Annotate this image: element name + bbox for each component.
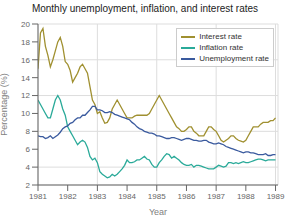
svg-text:1987: 1987	[207, 192, 225, 201]
html-text:Monthly unemployment, inflatio: Monthly unemployment, inflation, and int…	[31, 3, 259, 14]
svg-text:1984: 1984	[118, 192, 136, 201]
svg-text:10: 10	[21, 109, 30, 118]
svg-text:8: 8	[26, 127, 31, 136]
svg-text:1981: 1981	[29, 192, 47, 201]
svg-text:Percentage (%): Percentage (%)	[8, 73, 9, 136]
svg-text:6: 6	[26, 145, 31, 154]
svg-text:1988: 1988	[237, 192, 255, 201]
html-text:Inflation rate: Inflation rate	[199, 43, 244, 52]
svg-text:1983: 1983	[88, 192, 106, 201]
svg-text:1982: 1982	[59, 192, 77, 201]
html-text:Unemployment rate: Unemployment rate	[199, 54, 269, 63]
svg-text:1985: 1985	[148, 192, 166, 201]
html-text:Interest rate: Interest rate	[199, 32, 242, 41]
svg-text:14: 14	[21, 74, 30, 83]
svg-text:18: 18	[21, 38, 30, 47]
svg-text:2: 2	[26, 181, 31, 190]
svg-text:Year: Year	[149, 207, 167, 217]
svg-text:16: 16	[21, 56, 30, 65]
svg-text:1989: 1989	[267, 192, 282, 201]
svg-text:1986: 1986	[178, 192, 196, 201]
svg-text:4: 4	[26, 163, 31, 172]
svg-text:20: 20	[21, 20, 30, 29]
svg-text:12: 12	[21, 91, 30, 100]
